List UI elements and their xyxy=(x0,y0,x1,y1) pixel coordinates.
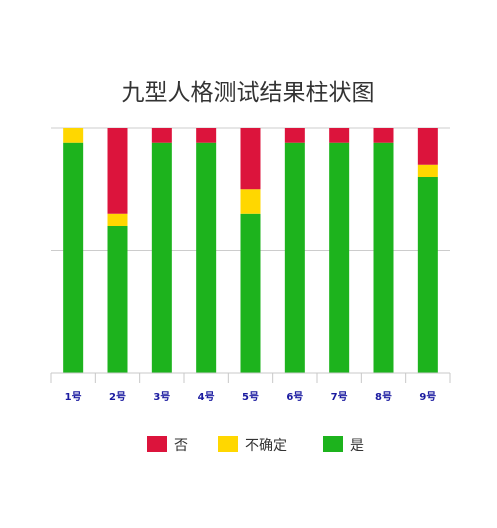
bar-segment xyxy=(240,189,261,214)
legend-label: 否 xyxy=(174,438,188,454)
bar-segment xyxy=(373,128,394,143)
bar-segment xyxy=(373,142,394,373)
legend-swatch xyxy=(323,436,343,452)
bar-segment xyxy=(63,128,84,143)
x-tick-label: 6号 xyxy=(286,391,303,403)
bar-segment xyxy=(240,128,261,190)
bar-segment xyxy=(196,142,217,373)
x-tick-label: 8号 xyxy=(375,391,392,403)
x-tick-label: 1号 xyxy=(65,391,82,403)
x-tick-label: 3号 xyxy=(153,391,170,403)
bar-segment xyxy=(107,213,128,226)
bar-segment xyxy=(151,128,172,143)
bar-segment xyxy=(196,128,217,143)
x-tick-label: 2号 xyxy=(109,391,126,403)
legend-label: 不确定 xyxy=(245,438,287,454)
legend-label: 是 xyxy=(350,438,364,454)
legend-swatch xyxy=(218,436,238,452)
legend-swatch xyxy=(147,436,167,452)
bar-segment xyxy=(107,128,128,214)
x-tick-label: 7号 xyxy=(331,391,348,403)
bar-segment xyxy=(63,142,84,373)
x-tick-label: 9号 xyxy=(419,391,436,403)
bar-segment xyxy=(329,142,350,373)
bar-segment xyxy=(284,142,305,373)
bar-segment xyxy=(417,177,438,373)
bar-segment xyxy=(151,142,172,373)
chart-title: 九型人格测试结果柱状图 xyxy=(122,80,375,106)
x-tick-label: 5号 xyxy=(242,391,259,403)
bar-segment xyxy=(417,164,438,177)
bar-segment xyxy=(417,128,438,165)
bar-segment xyxy=(240,213,261,373)
bar-segment xyxy=(107,226,128,373)
bar-segment xyxy=(284,128,305,143)
x-tick-label: 4号 xyxy=(198,391,215,403)
bar-segment xyxy=(329,128,350,143)
